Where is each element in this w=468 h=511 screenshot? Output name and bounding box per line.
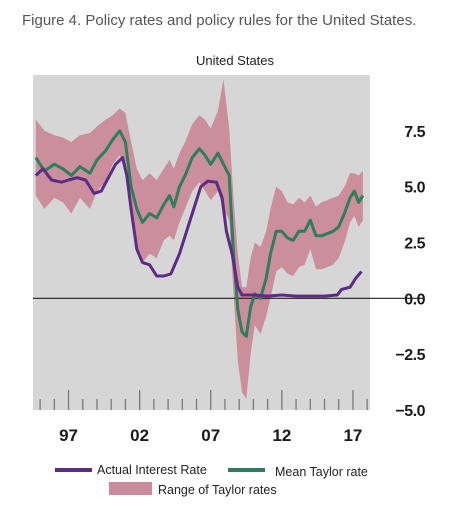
legend-label-mean-taylor-rate: Mean Taylor rate bbox=[275, 465, 368, 479]
x-axis-labels: 97 02 07 12 17 bbox=[59, 426, 362, 445]
chart-title: United States bbox=[196, 53, 275, 68]
y-tick-label: 2.5 bbox=[404, 236, 425, 253]
x-tick-label: 17 bbox=[343, 426, 362, 445]
x-tick-label: 12 bbox=[272, 426, 291, 445]
legend: Actual Interest Rate Mean Taylor rate Rang… bbox=[55, 463, 368, 497]
y-tick-label: 5.0 bbox=[404, 180, 425, 197]
y-tick-label: 7.5 bbox=[404, 124, 425, 141]
taylor-range-band bbox=[35, 79, 363, 399]
mean-taylor-rate-line bbox=[34, 129, 365, 338]
legend-label-actual-interest-rate: Actual Interest Rate bbox=[97, 463, 207, 477]
y-tick-label: 0.0 bbox=[404, 291, 425, 308]
x-axis bbox=[39, 390, 368, 410]
y-tick-label: −5.0 bbox=[395, 403, 425, 420]
y-tick-label: −2.5 bbox=[395, 347, 425, 364]
x-tick-label: 07 bbox=[201, 426, 220, 445]
actual-interest-rate-line bbox=[34, 156, 363, 298]
x-tick-label: 97 bbox=[59, 426, 78, 445]
y-axis-ticks: 7.5 5.0 2.5 0.0 −2.5 −5.0 bbox=[395, 124, 426, 420]
legend-label-range-of-taylor-rates: Range of Taylor rates bbox=[158, 483, 277, 497]
x-tick-label: 02 bbox=[130, 426, 149, 445]
legend-swatch-range-of-taylor-rates bbox=[109, 482, 152, 495]
figure-caption: Figure 4. Policy rates and policy rules … bbox=[22, 12, 417, 29]
